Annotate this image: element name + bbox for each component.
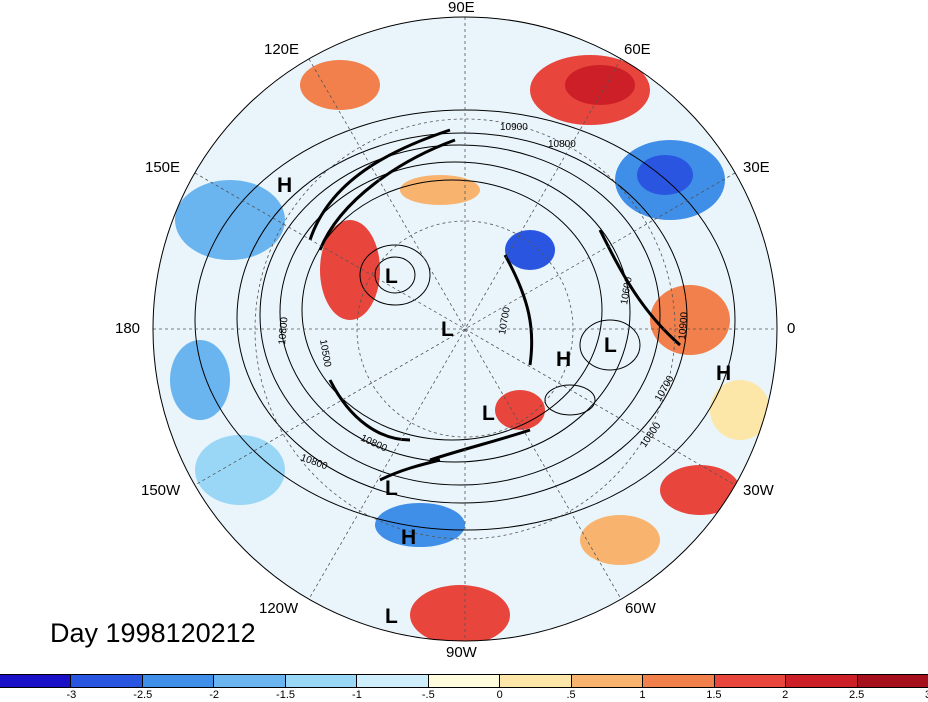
anomaly-patch [195,435,285,505]
date-label: Day 1998120212 [50,618,256,648]
contour-line [279,161,631,463]
contour-line [374,256,416,294]
colorbar-tick-label: 1.5 [706,689,722,701]
pressure-center-label: H [716,362,731,385]
contour-label: 10500 [317,339,333,369]
pressure-center-label: H [401,526,416,549]
meridian [308,58,622,600]
colorbar-swatch [571,675,644,687]
colorbar-tick-label: -1 [352,689,362,701]
colorbar-swatch [0,675,72,687]
colorbar-swatch [285,675,358,687]
meridian [194,172,736,486]
pressure-center-label: H [277,174,292,197]
lon-label-30w: 30W [743,482,774,499]
lon-label-120e: 120E [264,41,300,58]
pressure-center-label: H [556,348,571,371]
contour-line [544,384,596,416]
anomaly-patch [565,65,635,105]
contour-line [236,132,688,504]
colorbar-swatch [857,675,928,687]
pressure-center-label: L [482,402,495,425]
anomaly-patch [410,585,510,641]
colorbar-swatch [714,675,787,687]
colorbar-swatch [357,675,429,687]
jet-streaks [308,128,681,482]
anomaly-patch [170,340,230,420]
anomaly-patch [375,503,465,547]
colorbar-tick-label: -2.5 [133,689,153,701]
jet-streak [598,229,681,347]
colorbar-swatch [71,675,143,687]
colorbar-tick-label: -1.5 [276,689,296,701]
colorbar-tick-label: -.5 [421,689,435,701]
contour-label: 10900 [500,122,528,133]
jet-streak [429,428,531,462]
pressure-center-label: L [385,265,398,288]
colorbar-swatch [786,675,858,687]
graticule [153,17,777,641]
anomaly-patch [505,230,555,270]
contour-line [301,179,603,441]
contour-label: 10900 [677,311,690,340]
anomaly-patch [175,180,285,260]
colorbar-tick-label: 2 [782,689,789,701]
colorbar-swatch [214,675,286,687]
jet-streak [308,128,451,241]
colorbar-swatch [643,675,715,687]
anomaly-patch [660,465,740,515]
contour-label: 10700 [497,306,513,336]
lon-label-120w: 120W [259,600,299,617]
colorbar-tick-label: 0 [496,689,503,701]
colorbar-tick-label: -3 [66,689,77,701]
pressure-center-label: L [385,477,398,500]
contour-label: 10600 [619,276,635,306]
colorbar-tick-label: 1 [639,689,646,701]
contour-line [259,144,661,486]
meridian [194,172,736,486]
jet-streak [318,138,456,251]
meridian [308,58,622,600]
lon-label-90w: 90W [446,644,477,661]
lon-label-0: 0 [787,320,796,337]
colorbar-tick-label: 3 [925,689,928,701]
lon-label-60w: 60W [625,600,656,617]
anomaly-patch [300,60,380,110]
contour-label: 10800 [548,139,576,150]
colorbar [0,674,928,688]
lon-label-60e: 60E [624,41,651,58]
anomaly-patch [580,515,660,565]
jet-streak [503,254,534,366]
lon-label-150w: 150W [141,482,181,499]
pressure-center-label: L [604,334,617,357]
contour-line [359,244,431,306]
colorbar-tick-label: .5 [566,689,576,701]
lon-label-90e: 90E [448,0,475,16]
lon-label-30e: 30E [743,159,770,176]
anomaly-patch [400,175,480,205]
colorbar-swatch [428,675,501,687]
anomaly-patch [637,155,693,195]
lon-label-150e: 150E [145,159,181,176]
colorbar-tick-label: 2.5 [848,689,865,701]
contour-line [579,319,641,371]
jet-streak [328,379,411,442]
contour-label: 10800 [277,316,290,345]
anomaly-patch [320,220,380,320]
anomaly-patch [710,380,770,440]
colorbar-swatch [142,675,215,687]
pressure-center-label: L [385,605,398,628]
pressure-center-label: L [441,318,454,341]
colorbar-swatch [500,675,572,687]
lon-label-180: 180 [115,320,141,337]
map-boundary [152,16,778,642]
anomaly-patch [650,285,730,355]
colorbar-tick-label: -2 [209,689,220,701]
jet-streak [379,458,441,482]
